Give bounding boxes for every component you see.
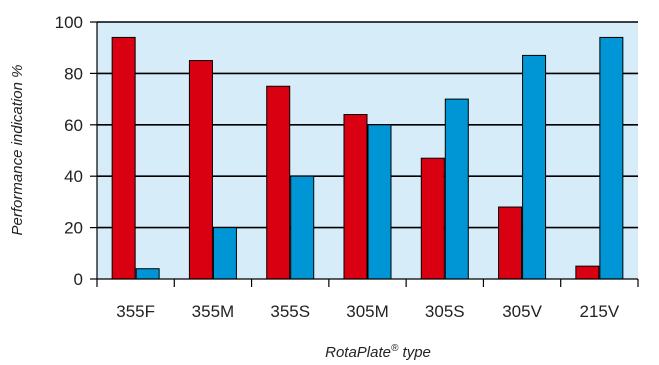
x-tick-label: 305M [346,302,389,321]
bar [212,227,237,280]
y-tick-label: 100 [55,13,83,32]
x-tick-label: 355F [116,302,155,321]
bars [111,36,624,280]
x-tick-label: 355M [192,302,235,321]
bar [444,98,469,280]
y-axis-title: Performance indication % [9,65,26,236]
y-tick-label: 60 [64,116,83,135]
y-tick-label: 0 [74,270,83,289]
bar [188,60,213,280]
y-tick-label: 20 [64,219,83,238]
bar [522,54,547,280]
bar [290,175,315,280]
bar [367,124,392,280]
bar [111,36,136,280]
bar [498,206,523,280]
y-tick-label: 80 [64,64,83,83]
bar [266,85,291,280]
x-axis-title-main: RotaPlate [325,344,391,361]
x-tick-label: 305V [502,302,542,321]
bar [575,265,600,280]
bar [599,36,624,280]
x-axis-title: RotaPlate® type [325,343,431,361]
y-tick-label: 40 [64,167,83,186]
x-tick-labels: 355F 355M 355S 305M 305S 305V 215V [116,302,620,321]
bar [343,114,368,280]
x-tick-label: 355S [270,302,310,321]
x-tick-label: 215V [580,302,620,321]
axes [96,22,639,287]
bar [420,157,445,280]
y-tick-labels: 0 20 40 60 80 100 [55,13,97,289]
bar [135,268,160,280]
x-axis-title-sup: ® [391,343,399,354]
x-axis-title-rest: type [398,344,431,361]
x-tick-label: 305S [425,302,465,321]
